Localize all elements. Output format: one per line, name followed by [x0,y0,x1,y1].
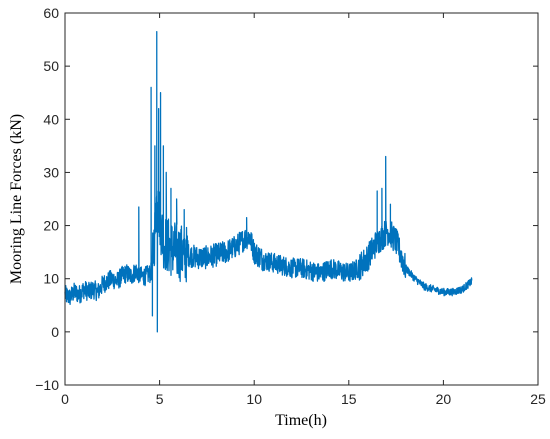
x-axis-title: Time(h) [275,412,327,429]
x-tick-label: 5 [156,391,164,407]
y-tick-label: −10 [35,377,59,393]
y-axis-title: Mooring Line Forces (kN) [8,114,25,284]
x-tick-label: 25 [530,391,546,407]
y-tick-label: 0 [51,324,59,340]
y-tick-label: 50 [43,58,59,74]
y-axis-ticks: −10 0 10 20 30 40 50 60 [35,5,538,393]
plot-area [64,30,473,333]
x-tick-label: 10 [246,391,262,407]
axes-frame [64,12,539,386]
y-tick-label: 30 [43,164,59,180]
y-tick-label: 20 [43,218,59,234]
y-tick-label: 60 [43,5,59,21]
y-tick-label: 10 [43,271,59,287]
y-tick-label: 40 [43,111,59,127]
mooring-force-series-line [64,30,473,333]
x-tick-label: 20 [436,391,452,407]
x-tick-label: 0 [61,391,69,407]
x-axis-ticks: 0 5 10 15 20 25 [61,13,546,407]
x-tick-label: 15 [341,391,357,407]
